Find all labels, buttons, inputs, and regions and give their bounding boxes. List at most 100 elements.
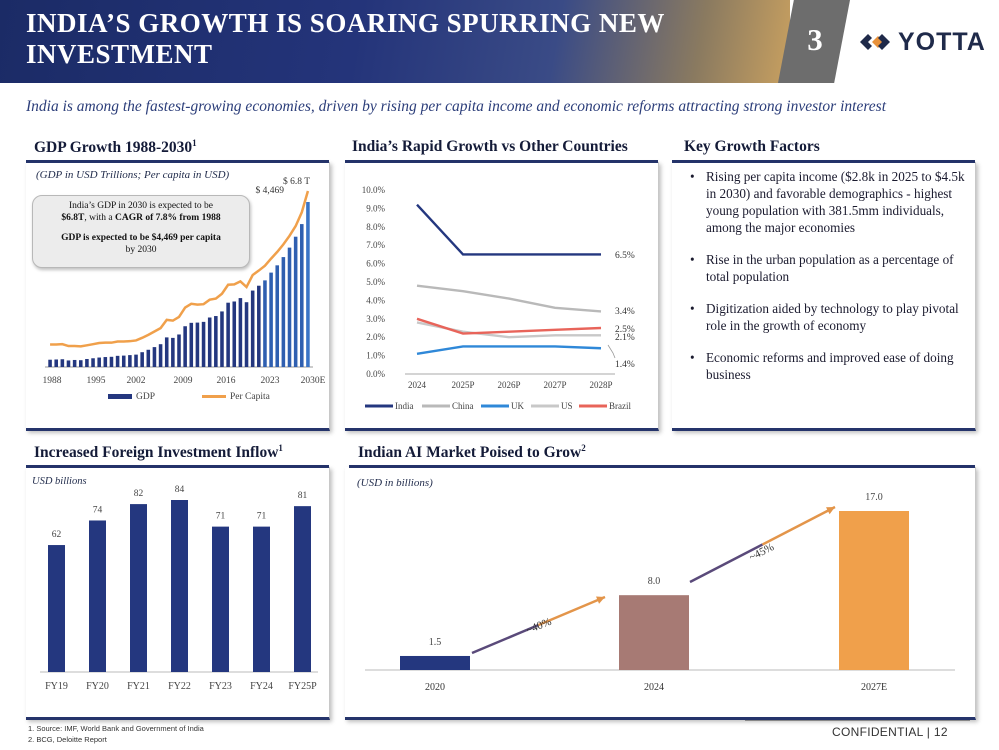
gdp-x-tick: 2009 — [174, 376, 193, 386]
factors-list: Rising per capita income ($2.8k in 2025 … — [688, 168, 968, 398]
growth-y-tick: 10.0% — [362, 185, 386, 195]
yotta-logo-icon — [860, 34, 890, 50]
gdp-bar — [128, 355, 132, 367]
fdi-bar — [171, 500, 188, 672]
fdi-bar — [48, 545, 65, 672]
fdi-bar — [253, 526, 270, 672]
gdp-bar — [183, 326, 187, 367]
gdp-bar — [54, 359, 58, 367]
gdp-callout: India’s GDP in 2030 is expected to be $6.… — [32, 195, 250, 268]
growth-line-india — [416, 203, 601, 256]
gdp-x-tick: 2023 — [261, 376, 280, 386]
fdi-bar — [294, 506, 311, 672]
gdp-panel — [26, 162, 330, 431]
gdp-bar — [91, 358, 95, 367]
growth-label-leader — [607, 344, 616, 359]
fdi-note: USD billions — [32, 476, 87, 487]
gdp-chart: $ 4,469$ 6.8 T 1988 1995 2002 2009 2016 2023 20… — [43, 176, 326, 402]
confidential-label: CONFIDENTIAL | 12 — [832, 725, 948, 739]
ai-growth-arrow-1-shaft — [538, 595, 606, 627]
gdp-note: (GDP in USD Trillions; Per capita in USD… — [36, 169, 230, 181]
legend-gdp-swatch — [108, 394, 132, 399]
header: INDIA’S GROWTH IS SOARING SPURRING NEW I… — [0, 0, 999, 83]
gdp-x-tick: 2030E — [301, 376, 326, 386]
gdp-bar — [48, 359, 52, 367]
page-number: 3 — [807, 22, 823, 57]
page-title: INDIA’S GROWTH IS SOARING SPURRING NEW I… — [26, 8, 665, 69]
factors-panel — [672, 162, 976, 431]
growth-y-tick: 9.0% — [366, 203, 385, 213]
fdi-value-label: 71 — [257, 512, 267, 522]
fdi-value-label: 82 — [134, 489, 144, 499]
gdp-bar — [121, 355, 126, 367]
gdp-bar — [115, 355, 120, 367]
ai-value-label: 1.5 — [429, 637, 442, 648]
gdp-bar — [134, 354, 138, 367]
ai-growth-arrow-2-shaft — [761, 505, 836, 546]
growth-x-tick: 2026P — [497, 380, 520, 390]
gdp-bar — [226, 302, 230, 367]
factors-section-title: Key Growth Factors — [684, 138, 820, 155]
ai-value-label: 8.0 — [648, 576, 661, 587]
subtitle: India is among the fastest-growing econo… — [26, 98, 887, 115]
ai-growth-arrow-1-tail — [471, 623, 539, 655]
growth-end-label-us: 2.1% — [615, 333, 635, 343]
legend-per-capita-label: Per Capita — [230, 392, 271, 402]
header-band — [0, 0, 790, 83]
gdp-bar — [287, 247, 292, 367]
growth-legend-label-uk: UK — [511, 401, 524, 411]
ai-title-rule — [349, 465, 975, 468]
fdi-value-label: 62 — [52, 530, 62, 540]
fdi-panel — [26, 467, 330, 720]
ai-bar — [400, 655, 470, 670]
fdi-value-label: 81 — [298, 491, 308, 501]
ai-panel — [345, 467, 976, 720]
ai-bar — [839, 511, 909, 670]
gdp-bar — [300, 224, 304, 367]
growth-y-tick: 2.0% — [366, 332, 385, 342]
legend-per-capita-swatch — [202, 395, 226, 398]
gdp-bar — [238, 298, 243, 367]
gdp-bar — [263, 280, 267, 367]
gdp-bar — [177, 334, 181, 367]
fdi-x-tick: FY23 — [209, 681, 232, 692]
yotta-logo: YOTTA — [858, 27, 986, 57]
growth-y-tick: 3.0% — [366, 314, 385, 324]
fdi-x-tick: FY22 — [168, 681, 191, 692]
factor-item: Economic reforms and improved ease of do… — [688, 349, 968, 383]
gdp-bar — [103, 357, 108, 367]
gdp-bar — [158, 344, 163, 367]
fdi-x-tick: FY19 — [45, 681, 68, 692]
gdp-bar — [189, 322, 194, 367]
factor-item: Rising per capita income ($2.8k in 2025 … — [688, 168, 968, 236]
ai-value-label: 17.0 — [865, 492, 883, 503]
gdp-bar — [97, 357, 101, 367]
ai-x-tick: 2020 — [425, 682, 445, 693]
ai-x-tick: 2027E — [861, 682, 887, 693]
gdp-bar — [171, 337, 175, 367]
ai-growth-arrow-2-head — [826, 507, 835, 515]
growth-end-label-uk: 1.4% — [615, 360, 635, 370]
footer-rule — [745, 720, 970, 721]
per-capita-line — [50, 190, 310, 348]
gdp-bar — [201, 321, 206, 367]
gdp-bar — [232, 301, 237, 367]
gdp-bar — [257, 285, 261, 367]
fdi-bar — [89, 520, 106, 672]
growth-title-rule — [345, 160, 658, 163]
fdi-title-rule — [26, 465, 329, 468]
fdi-value-label: 84 — [175, 485, 185, 495]
gdp-bar — [269, 272, 273, 367]
growth-x-tick: 2028P — [589, 380, 612, 390]
gdp-x-tick: 2002 — [127, 376, 146, 386]
footnote: 1. Source: IMF, World Bank and Governmen… — [28, 724, 204, 733]
legend-gdp-label: GDP — [136, 392, 155, 402]
factor-item: Digitization aided by technology to play… — [688, 300, 968, 334]
gdp-x-tick: 1988 — [43, 376, 62, 386]
ai-bar — [619, 595, 689, 670]
growth-section-title: India’s Rapid Growth vs Other Countries — [352, 138, 628, 155]
fdi-section-title: Increased Foreign Investment Inflow1 — [34, 443, 283, 462]
gdp-x-tick: 1995 — [87, 376, 106, 386]
growth-legend-label-india: India — [395, 401, 414, 411]
